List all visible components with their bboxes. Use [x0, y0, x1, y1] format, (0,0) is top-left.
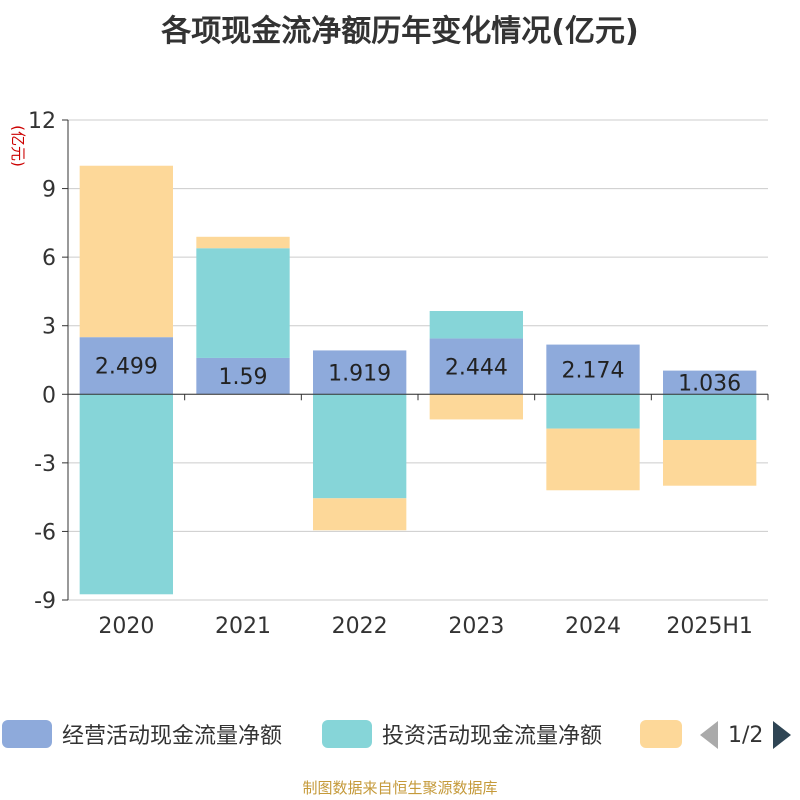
data-label: 2.174 [562, 358, 625, 383]
data-label: 1.036 [678, 371, 741, 396]
bar-0-2024 [546, 344, 640, 395]
x-tick-label: 2025H1 [666, 614, 753, 639]
legend-swatch-investing [322, 720, 372, 748]
data-label: 2.444 [445, 355, 508, 380]
y-tick-label: -9 [34, 589, 56, 614]
x-tick-label: 2023 [448, 614, 504, 639]
y-tick-label: -6 [34, 520, 56, 545]
bar-2-2025H1 [663, 440, 757, 486]
y-tick-label: -3 [34, 452, 56, 477]
legend-next-arrow-icon[interactable] [773, 721, 792, 749]
legend-page-indicator: 1/2 [728, 722, 764, 748]
bar-1-2023 [429, 310, 523, 339]
legend-item-investing[interactable]: 投资活动现金流量净额 [322, 716, 602, 752]
legend-item-operating[interactable]: 经营活动现金流量净额 [2, 716, 282, 752]
x-tick-label: 2022 [332, 614, 388, 639]
data-label: 2.499 [95, 355, 158, 380]
legend-item-financing[interactable] [640, 716, 682, 752]
bar-0-2020 [79, 337, 173, 395]
bar-2-2022 [313, 498, 407, 531]
bar-0-2021 [196, 357, 290, 395]
legend-label-operating: 经营活动现金流量净额 [62, 724, 283, 749]
bar-2-2024 [546, 428, 640, 491]
y-axis-unit-label: (亿元) [9, 125, 27, 167]
bar-0-2023 [429, 338, 523, 395]
bar-1-2025H1 [663, 394, 757, 440]
legend-swatch-operating [2, 720, 52, 748]
data-label: 1.919 [328, 361, 391, 386]
source-note: 制图数据来自恒生聚源数据库 [302, 779, 498, 797]
bar-2-2023 [429, 394, 523, 420]
y-tick-label: 12 [28, 109, 56, 134]
x-tick-label: 2024 [565, 614, 621, 639]
legend-swatch-financing [640, 720, 682, 748]
y-tick-label: 6 [42, 246, 56, 271]
bar-0-2025H1 [663, 370, 757, 395]
bar-1-2022 [313, 394, 407, 499]
legend-prev-arrow-icon[interactable] [700, 721, 718, 749]
data-label: 1.59 [219, 365, 268, 390]
x-tick-label: 2021 [215, 614, 271, 639]
legend-pager: 1/2 [700, 718, 792, 752]
bar-0-2022 [313, 350, 407, 395]
bar-1-2020 [79, 394, 173, 595]
chart-title: 各项现金流净额历年变化情况(亿元) [161, 14, 639, 49]
legend-label-investing: 投资活动现金流量净额 [382, 724, 603, 749]
x-tick-label: 2020 [98, 614, 154, 639]
y-tick-label: 9 [42, 178, 56, 203]
bar-2-2020 [79, 165, 173, 338]
bar-2-2021 [196, 236, 290, 249]
y-tick-label: 0 [42, 383, 56, 408]
bar-1-2024 [546, 394, 640, 429]
bar-1-2021 [196, 248, 290, 358]
y-tick-label: 3 [42, 315, 56, 340]
